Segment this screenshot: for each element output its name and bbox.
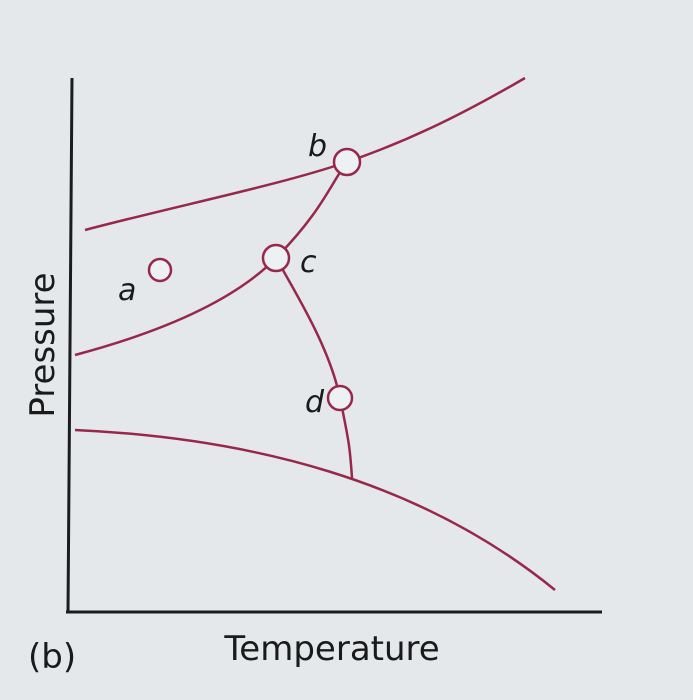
point-d xyxy=(326,384,354,412)
x-axis-label: Temperature xyxy=(223,629,439,669)
figure-label: (b) xyxy=(28,637,76,677)
point-c xyxy=(261,243,291,273)
point-label: c xyxy=(300,245,317,280)
point-label: b xyxy=(308,129,327,164)
point-a xyxy=(147,257,173,283)
y-axis xyxy=(66,77,74,614)
point-label: d xyxy=(305,385,325,420)
y-axis-label: Pressure xyxy=(23,272,63,417)
point-label: a xyxy=(118,273,136,308)
point-b xyxy=(332,147,362,177)
lower-phase-boundary xyxy=(74,428,556,591)
